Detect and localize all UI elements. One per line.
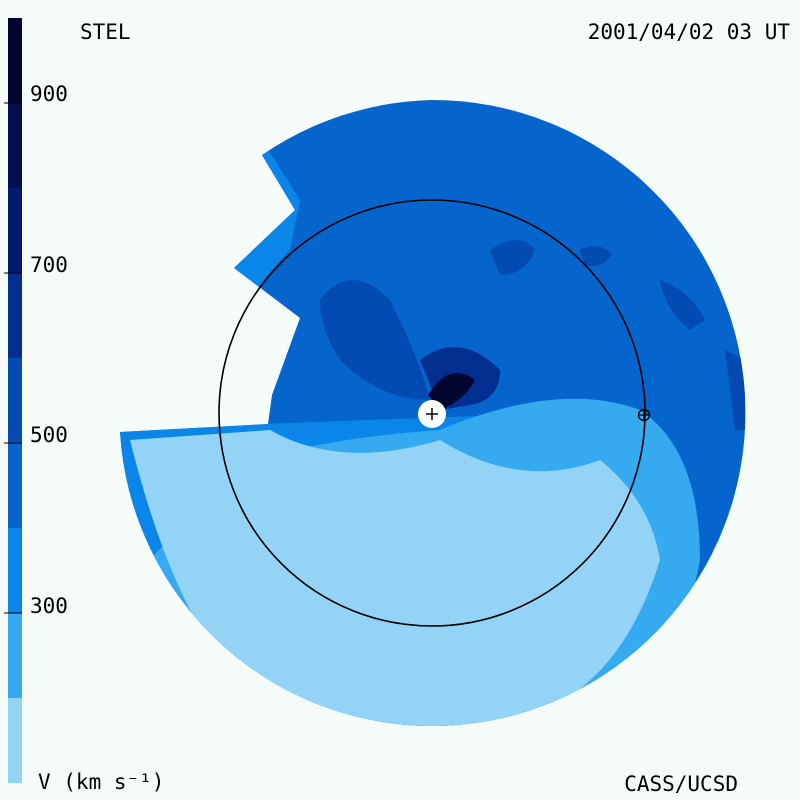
- velocity-region-600-east: [660, 280, 705, 330]
- velocity-region-600-north: [490, 240, 535, 275]
- colorbar-band: [8, 613, 22, 698]
- colorbar-band: [8, 443, 22, 528]
- velocity-region-600-west: [320, 280, 430, 400]
- sun-marker: [418, 400, 446, 428]
- colorbar: [4, 18, 22, 783]
- velocity-region-600-rim: [725, 350, 745, 430]
- velocity-region-900: [428, 372, 475, 410]
- instrument-label: STEL: [80, 20, 131, 44]
- earth-marker: [637, 408, 651, 422]
- colorbar-band: [8, 188, 22, 273]
- colorbar-band: [8, 528, 22, 613]
- colorbar-band: [8, 358, 22, 443]
- colorbar-tick-label: 700: [30, 253, 68, 277]
- colorbar-band: [8, 103, 22, 188]
- credit-label: CASS/UCSD: [624, 772, 738, 796]
- colorbar-tick-label: 900: [30, 82, 68, 106]
- colorbar-band: [8, 273, 22, 358]
- colorbar-band: [8, 698, 22, 783]
- earth-orbit-circle: [218, 199, 646, 627]
- colorbar-tick-label: 300: [30, 594, 68, 618]
- colorbar-tick-label: 500: [30, 423, 68, 447]
- colorbar-unit-label: V (km s⁻¹): [38, 770, 165, 794]
- timestamp-label: 2001/04/02 03 UT: [587, 20, 790, 44]
- colorbar-band: [8, 18, 22, 103]
- velocity-region-200: [130, 430, 660, 726]
- velocity-region-600-ne: [580, 246, 612, 267]
